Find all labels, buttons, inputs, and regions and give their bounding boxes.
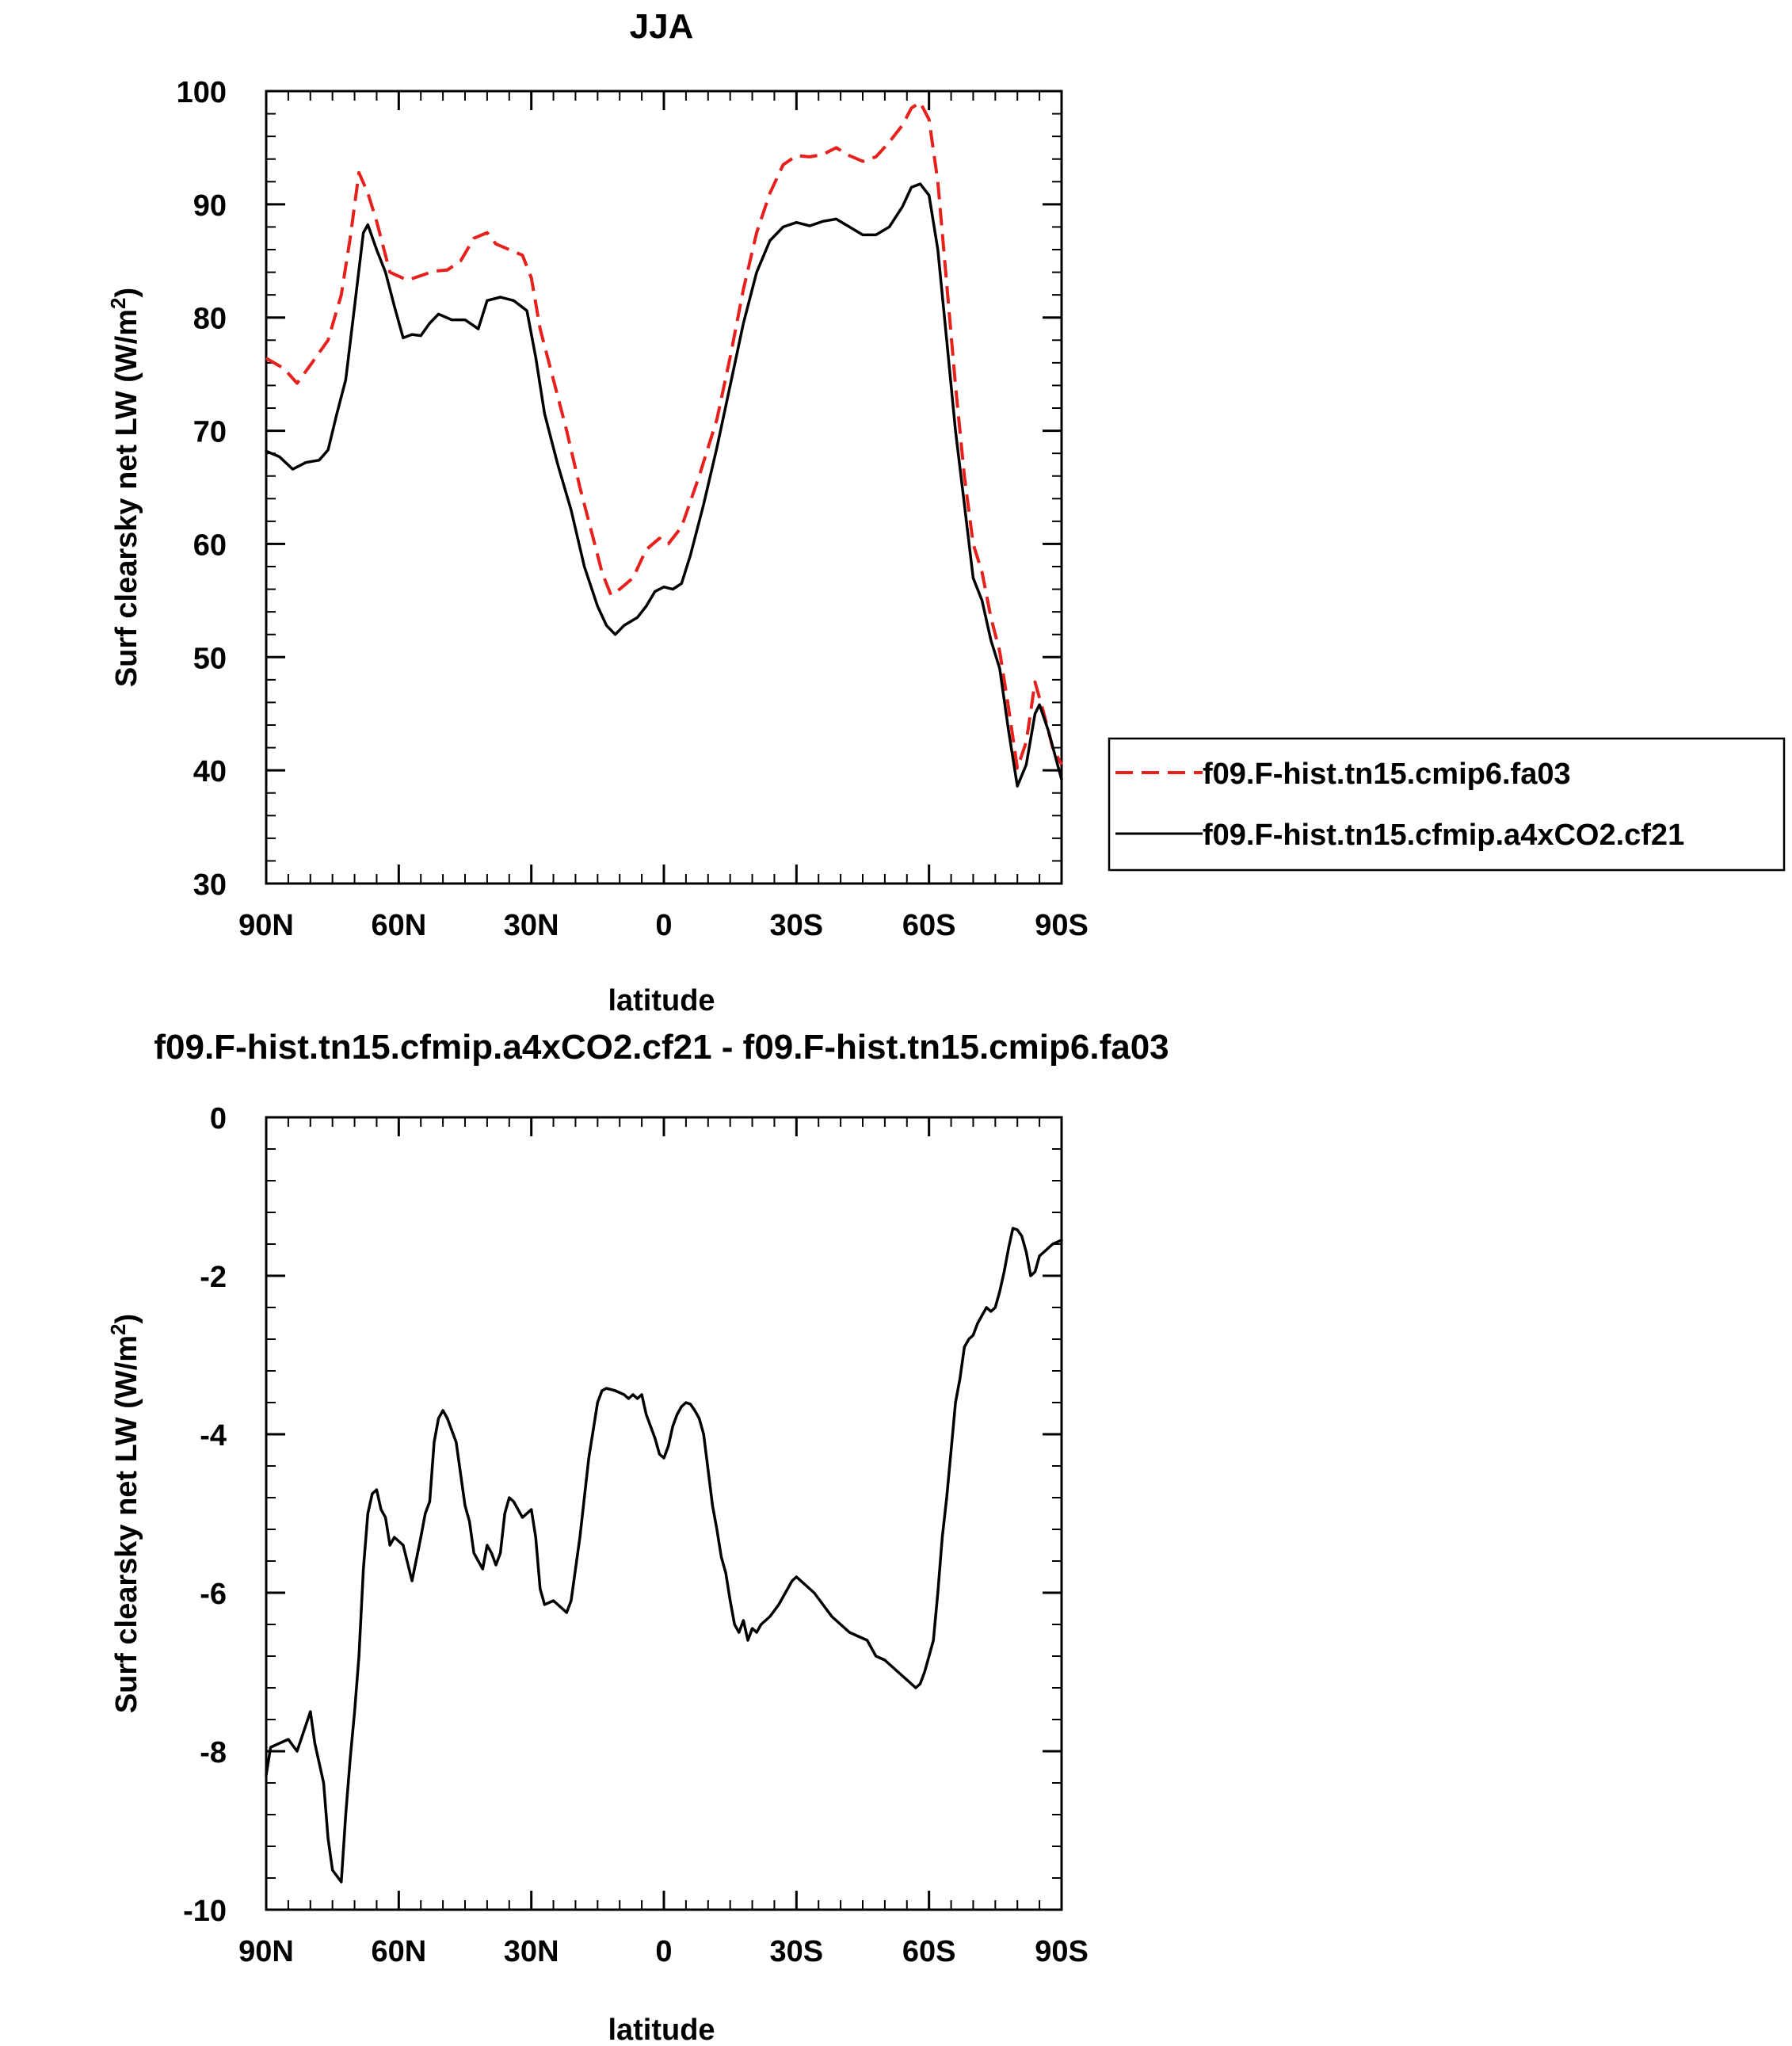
top-y-axis-label-sup: 2 bbox=[106, 297, 130, 308]
top-x-tick-label: 60S bbox=[902, 909, 956, 942]
bottom-x-tick-label: 90S bbox=[1035, 1935, 1089, 1968]
top-plot-area: 90N 60N 30N 0 30S 60S 90S 30 40 50 60 70 80 90 100 bbox=[177, 76, 1089, 942]
legend-label-a4xco2: f09.F-hist.tn15.cfmip.a4xCO2.cf21 bbox=[1203, 819, 1684, 852]
bottom-plot-area: 90N 60N 30N 0 30S 60S 90S -10 -8 -6 -4 -2 0 bbox=[183, 1102, 1089, 1968]
bottom-chart-title: f09.F-hist.tn15.cfmip.a4xCO2.cf21 - f09.… bbox=[154, 1028, 1169, 1067]
bottom-y-axis-label: Surf clearsky net LW (W/m2) bbox=[106, 1314, 143, 1713]
bottom-y-tick-label: 0 bbox=[210, 1102, 227, 1136]
top-series-line-0 bbox=[265, 101, 1063, 770]
legend: f09.F-hist.tn15.cmip6.fa03 f09.F-hist.tn… bbox=[1108, 737, 1786, 872]
bottom-plot-frame bbox=[265, 1116, 1063, 1911]
top-y-tick-label: 30 bbox=[193, 868, 227, 902]
bottom-y-axis-label-end: ) bbox=[110, 1314, 143, 1324]
bottom-x-tick-label: 0 bbox=[655, 1935, 672, 1968]
bottom-x-tick-label: 30S bbox=[770, 1935, 824, 1968]
top-chart-title: JJA bbox=[630, 7, 694, 46]
top-x-tick-label: 0 bbox=[655, 909, 672, 942]
bottom-x-tick-label: 60N bbox=[371, 1935, 426, 1968]
top-y-axis-label-main: Surf clearsky net LW (W/m bbox=[110, 309, 143, 687]
top-y-axis-label-end: ) bbox=[110, 288, 143, 298]
legend-label-cmip6: f09.F-hist.tn15.cmip6.fa03 bbox=[1203, 758, 1571, 791]
top-y-tick-label: 40 bbox=[193, 755, 227, 788]
top-y-tick-label: 80 bbox=[193, 303, 227, 336]
top-y-tick-label: 90 bbox=[193, 189, 227, 223]
top-y-tick-label: 60 bbox=[193, 529, 227, 562]
top-plot-frame bbox=[265, 90, 1063, 885]
bottom-x-tick-label: 60S bbox=[902, 1935, 956, 1968]
top-y-tick-label: 100 bbox=[177, 76, 227, 109]
bottom-y-axis-label-sup: 2 bbox=[106, 1323, 130, 1334]
top-x-axis-label: latitude bbox=[608, 984, 715, 1017]
bottom-y-tick-label: -6 bbox=[200, 1578, 227, 1611]
bottom-x-axis-label: latitude bbox=[608, 2014, 715, 2046]
bottom-panel: f09.F-hist.tn15.cfmip.a4xCO2.cf21 - f09.… bbox=[106, 1028, 1169, 2046]
bottom-x-tick-label: 90N bbox=[238, 1935, 294, 1968]
top-x-tick-label: 60N bbox=[371, 909, 426, 942]
top-x-tick-label: 90S bbox=[1035, 909, 1089, 942]
top-y-tick-label: 50 bbox=[193, 642, 227, 675]
top-x-tick-label: 30N bbox=[504, 909, 559, 942]
bottom-y-tick-label: -10 bbox=[183, 1895, 227, 1928]
top-panel: JJA 90N 60N 30N 0 30S 60S 90S 30 40 50 60 70 80 90 100… bbox=[106, 7, 1786, 1017]
bottom-series-line-0 bbox=[265, 1227, 1063, 1884]
top-y-axis-label: Surf clearsky net LW (W/m2) bbox=[106, 288, 143, 687]
bottom-y-tick-label: -2 bbox=[200, 1261, 227, 1294]
top-x-tick-label: 30S bbox=[770, 909, 824, 942]
legend-box bbox=[1108, 737, 1786, 872]
bottom-y-tick-label: -4 bbox=[200, 1419, 227, 1452]
top-series-line-1 bbox=[265, 182, 1063, 788]
bottom-x-tick-label: 30N bbox=[504, 1935, 559, 1968]
bottom-y-tick-label: -8 bbox=[200, 1736, 227, 1769]
bottom-y-axis-label-main: Surf clearsky net LW (W/m bbox=[110, 1335, 143, 1713]
top-y-tick-label: 70 bbox=[193, 416, 227, 449]
top-x-tick-label: 90N bbox=[238, 909, 294, 942]
